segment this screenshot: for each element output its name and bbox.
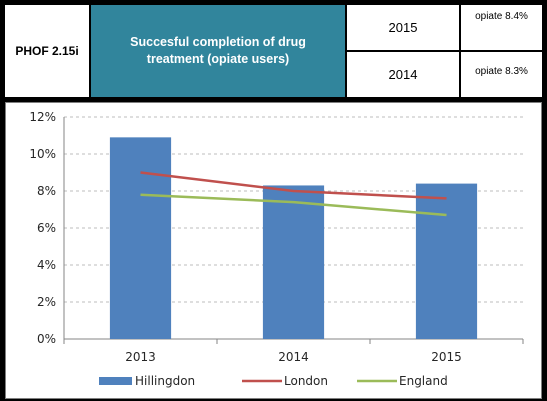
value-2015-cell: opiate 8.4% — [460, 4, 543, 51]
y-tick-label: 0% — [37, 332, 56, 346]
x-tick-label: 2015 — [431, 350, 462, 364]
bar-hillingdon-2015 — [415, 183, 478, 339]
indicator-header: PHOF 2.15i Succesful completion of drug … — [0, 0, 547, 100]
year-2015-cell: 2015 — [346, 4, 460, 51]
bar-hillingdon-2013 — [109, 137, 172, 339]
indicator-title: Succesful completion of drug treatment (… — [90, 4, 346, 98]
legend-swatch-hillingdon — [99, 377, 132, 385]
completion-chart: 0% 2% 4% 6% 8% 10% 12% 2013 2014 2015 Hillingdon Lo… — [29, 110, 524, 388]
line-england — [140, 193, 447, 217]
chart-area: 0% 2% 4% 6% 8% 10% 12% 2013 2014 2015 Hillingdon Lo… — [5, 102, 542, 399]
x-tick-label: 2013 — [125, 350, 156, 364]
y-tick-label: 2% — [37, 295, 56, 309]
year-2014-cell: 2014 — [346, 51, 460, 98]
y-tick-label: 12% — [29, 110, 56, 124]
y-tick-label: 10% — [29, 147, 56, 161]
legend-label-hillingdon: Hillingdon — [135, 374, 195, 388]
indicator-code: PHOF 2.15i — [4, 4, 90, 98]
legend-label-london: London — [284, 374, 328, 388]
y-tick-label: 4% — [37, 258, 56, 272]
y-tick-label: 6% — [37, 221, 56, 235]
y-tick-label: 8% — [37, 184, 56, 198]
line-london — [140, 171, 447, 200]
x-tick-label: 2014 — [278, 350, 309, 364]
value-2014-cell: opiate 8.3% — [460, 51, 543, 98]
legend-label-england: England — [399, 374, 448, 388]
bar-hillingdon-2014 — [262, 185, 325, 339]
